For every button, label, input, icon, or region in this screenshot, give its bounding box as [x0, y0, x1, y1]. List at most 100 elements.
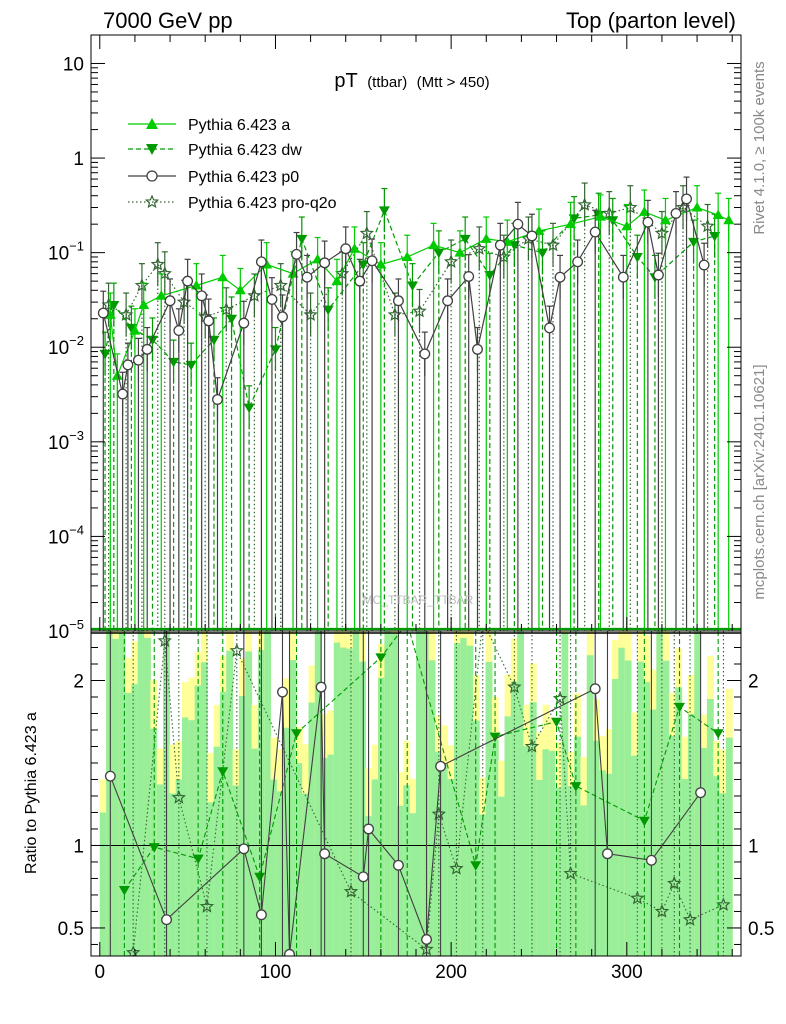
ratio-band-green: [346, 648, 354, 956]
ratio-band-green: [561, 632, 569, 956]
ratio-band-green: [453, 643, 461, 956]
ratio-point-pro_q2o: [507, 679, 522, 694]
ratio-point-p0: [357, 871, 369, 883]
data-point-pro_q2o: [545, 237, 561, 252]
data-point-a: [428, 239, 440, 250]
mcplots-citation-label: mcplots.cern.ch [arXiv:2401.10621]: [751, 364, 768, 599]
data-point-p0: [164, 295, 176, 307]
ratio-band-green: [574, 736, 581, 956]
ratio-band-green: [536, 779, 543, 956]
ratio-band-green: [605, 773, 613, 956]
ratio-tick-label-right: 2: [748, 671, 759, 692]
ratio-band-green: [213, 746, 221, 956]
data-point-p0: [617, 271, 629, 283]
ratio-band-green: [618, 647, 626, 956]
x-tick-label: 100: [260, 962, 292, 983]
y-tick-label: 10−1: [48, 239, 84, 265]
ratio-point-p0: [161, 914, 172, 926]
legend-marker-triangle-down: [146, 144, 158, 155]
ratio-point-pro_q2o: [431, 806, 446, 821]
ratio-band-green: [542, 749, 550, 956]
data-point-pro_q2o: [700, 218, 715, 233]
ratio-point-dw: [570, 782, 582, 792]
data-point-p0: [642, 216, 654, 228]
data-point-pro_q2o: [176, 294, 192, 309]
ratio-band-green: [403, 785, 411, 956]
ratio-point-pro_q2o: [157, 633, 172, 648]
ratio-point-pro_q2o: [171, 790, 186, 804]
ratio-band-green: [523, 746, 531, 956]
ratio-point-dw: [470, 861, 482, 871]
ratio-point-pro_q2o: [343, 884, 359, 898]
data-point-dw: [125, 323, 137, 334]
data-point-p0: [681, 193, 692, 205]
data-point-a: [691, 202, 703, 212]
ratio-band-green: [485, 661, 493, 956]
data-point-p0: [196, 290, 208, 302]
ratio-tick-label-right: 1: [748, 836, 759, 857]
data-point-p0: [301, 271, 313, 283]
data-point-p0: [670, 207, 682, 219]
y-tick-label: 10−5: [48, 617, 84, 643]
data-point-dw: [688, 237, 700, 248]
ratio-point-dw: [254, 872, 266, 883]
data-point-pro_q2o: [654, 225, 670, 240]
ratio-band-green: [112, 638, 120, 956]
data-point-a: [565, 218, 577, 229]
data-point-p0: [442, 295, 454, 307]
ratio-point-dw: [291, 729, 303, 739]
x-tick-label: 200: [435, 962, 467, 983]
ratio-band-green: [359, 661, 366, 956]
ratio-point-p0: [392, 859, 404, 871]
data-point-pro_q2o: [443, 254, 459, 269]
data-point-p0: [526, 230, 538, 242]
ratio-band-green: [416, 631, 423, 956]
data-point-p0: [122, 359, 134, 371]
ratio-band-green: [441, 764, 449, 956]
ratio-point-dw: [148, 843, 160, 853]
ratio-line: [123, 631, 719, 891]
ratio-band-green: [238, 695, 246, 956]
data-point-dw: [357, 260, 369, 270]
ratio-band-green: [719, 793, 727, 956]
ratio-band-green: [270, 779, 278, 956]
ratio-point-p0: [319, 848, 331, 860]
data-point-p0: [182, 275, 194, 287]
data-point-dw: [406, 281, 418, 291]
data-point-p0: [266, 294, 278, 305]
legend-entry-dw: Pythia 6.423 dw: [128, 142, 302, 159]
data-point-pro_q2o: [150, 256, 166, 271]
ratio-band-green: [219, 691, 227, 956]
ratio-point-p0: [277, 686, 288, 698]
ratio-band-green: [384, 631, 392, 956]
ratio-band-green: [567, 785, 575, 956]
ratio-band-green: [504, 716, 512, 956]
ratio-band-green: [498, 796, 506, 956]
ratio-band-green: [706, 698, 714, 956]
ratio-band-green: [327, 754, 335, 956]
ratio-point-p0: [284, 948, 295, 956]
legend-marker-star: [144, 194, 160, 209]
ratio-band-green: [650, 709, 657, 956]
chart-title-cut: (Mtt > 450): [417, 74, 490, 91]
legend-marker-circle: [146, 170, 158, 182]
data-point-pro_q2o: [472, 241, 487, 255]
ratio-band-green: [687, 714, 695, 956]
ratio-point-pro_q2o: [563, 865, 578, 880]
data-point-a: [621, 220, 633, 231]
data-point-dw: [322, 305, 334, 316]
data-point-p0: [652, 269, 664, 281]
ratio-band-green: [631, 755, 638, 956]
data-point-p0: [463, 271, 475, 282]
data-point-p0: [291, 248, 302, 260]
ratio-point-pro_q2o: [229, 643, 244, 657]
data-point-p0: [366, 255, 378, 267]
ratio-tick-label-left: 0.5: [58, 919, 84, 940]
data-point-p0: [340, 243, 352, 255]
data-point-a: [104, 309, 116, 319]
ratio-band-green: [713, 776, 721, 956]
data-point-a: [594, 211, 606, 221]
data-point-p0: [472, 343, 483, 355]
legend: Pythia 6.423 a Pythia 6.423 dw Pythia 6.…: [128, 117, 337, 212]
